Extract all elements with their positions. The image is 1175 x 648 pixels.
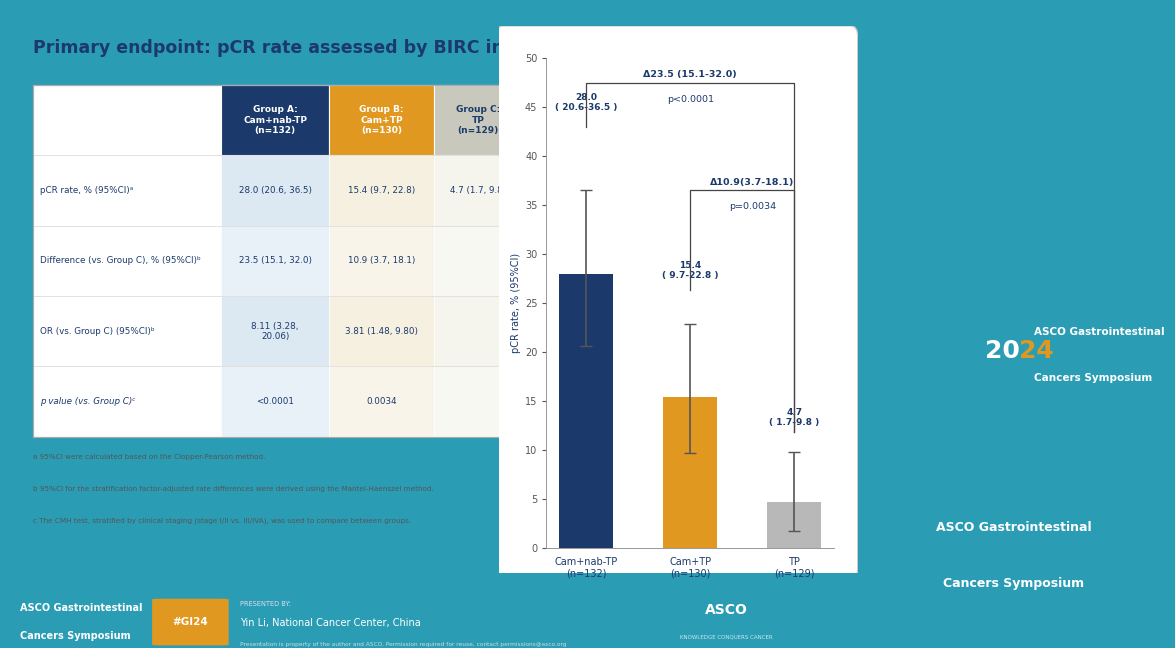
FancyBboxPatch shape [329,367,434,437]
Text: ASCO Gastrointestinal: ASCO Gastrointestinal [935,522,1092,535]
Text: Group B:
Cam+TP
(n=130): Group B: Cam+TP (n=130) [360,106,404,135]
Text: 3.81 (1.48, 9.80): 3.81 (1.48, 9.80) [345,327,418,336]
Text: 10.9 (3.7, 18.1): 10.9 (3.7, 18.1) [348,257,415,266]
Text: Group C:
TP
(n=129): Group C: TP (n=129) [456,106,501,135]
Text: 4.7
( 1.7-9.8 ): 4.7 ( 1.7-9.8 ) [770,408,819,427]
Text: c The CMH test, stratified by clinical staging (stage I/II vs. III/IVA), was use: c The CMH test, stratified by clinical s… [33,518,411,524]
Text: Difference (vs. Group C), % (95%CI)ᵇ: Difference (vs. Group C), % (95%CI)ᵇ [40,257,201,266]
Text: Yin Li, National Cancer Center, China: Yin Li, National Cancer Center, China [240,618,421,629]
Text: 8.11 (3.28,
20.06): 8.11 (3.28, 20.06) [251,321,298,341]
Text: ASCO Gastrointestinal: ASCO Gastrointestinal [1034,327,1166,337]
Text: 20: 20 [985,339,1020,363]
Bar [767,502,821,548]
FancyBboxPatch shape [329,85,434,156]
FancyBboxPatch shape [434,85,522,156]
Text: 28.0 (20.6, 36.5): 28.0 (20.6, 36.5) [239,186,311,195]
Text: 15.4
( 9.7-22.8 ): 15.4 ( 9.7-22.8 ) [662,261,719,281]
Text: 0.0034: 0.0034 [367,397,397,406]
Text: KNOWLEDGE CONQUERS CANCER: KNOWLEDGE CONQUERS CANCER [680,634,773,640]
Y-axis label: pCR rate, % (95%CI): pCR rate, % (95%CI) [511,253,521,353]
Text: <0.0001: <0.0001 [256,397,294,406]
Text: ASCO Gastrointestinal: ASCO Gastrointestinal [20,603,142,613]
FancyBboxPatch shape [434,156,522,226]
Text: a 95%CI were calculated based on the Clopper-Pearson method.: a 95%CI were calculated based on the Clo… [33,454,266,460]
Text: p value (vs. Group C)ᶜ: p value (vs. Group C)ᶜ [40,397,135,406]
FancyBboxPatch shape [434,226,522,296]
Bar [559,273,613,548]
Text: Δ23.5 (15.1-32.0): Δ23.5 (15.1-32.0) [644,70,737,79]
Text: Primary endpoint: pCR rate assessed by BIRC in ITT population: Primary endpoint: pCR rate assessed by B… [33,39,652,57]
Text: Cancers Symposium: Cancers Symposium [1034,373,1153,383]
FancyBboxPatch shape [33,85,522,437]
FancyBboxPatch shape [434,296,522,367]
Text: b 95%CI for the stratification factor-adjusted rate differences were derived usi: b 95%CI for the stratification factor-ad… [33,486,434,492]
Text: 4.7 (1.7, 9.8): 4.7 (1.7, 9.8) [450,186,506,195]
Text: Cancers Symposium: Cancers Symposium [942,577,1085,590]
FancyBboxPatch shape [221,367,329,437]
FancyBboxPatch shape [496,26,858,579]
Text: Presentation is property of the author and ASCO. Permission required for reuse, : Presentation is property of the author a… [240,642,566,647]
Text: 23.5 (15.1, 32.0): 23.5 (15.1, 32.0) [239,257,311,266]
Text: OR (vs. Group C) (95%CI)ᵇ: OR (vs. Group C) (95%CI)ᵇ [40,327,154,336]
Text: p<0.0001: p<0.0001 [667,95,714,104]
Bar [664,397,717,548]
FancyBboxPatch shape [221,226,329,296]
FancyBboxPatch shape [152,599,229,645]
Text: 15.4 (9.7, 22.8): 15.4 (9.7, 22.8) [348,186,415,195]
Text: #GI24: #GI24 [173,617,208,627]
FancyBboxPatch shape [221,296,329,367]
FancyBboxPatch shape [329,226,434,296]
Text: Cancers Symposium: Cancers Symposium [20,631,130,642]
Text: 24: 24 [1020,339,1054,363]
Text: 7: 7 [841,30,850,43]
FancyBboxPatch shape [221,85,329,156]
FancyBboxPatch shape [329,156,434,226]
Text: Δ10.9(3.7-18.1): Δ10.9(3.7-18.1) [711,178,794,187]
Text: Group A:
Cam+nab-TP
(n=132): Group A: Cam+nab-TP (n=132) [243,106,307,135]
Text: p=0.0034: p=0.0034 [728,202,777,211]
Text: 28.0
( 20.6-36.5 ): 28.0 ( 20.6-36.5 ) [556,93,618,112]
Text: PRESENTED BY:: PRESENTED BY: [240,601,290,607]
FancyBboxPatch shape [434,367,522,437]
Text: pCR rate, % (95%CI)ᵃ: pCR rate, % (95%CI)ᵃ [40,186,133,195]
FancyBboxPatch shape [329,296,434,367]
Text: ASCO: ASCO [705,603,747,618]
FancyBboxPatch shape [221,156,329,226]
